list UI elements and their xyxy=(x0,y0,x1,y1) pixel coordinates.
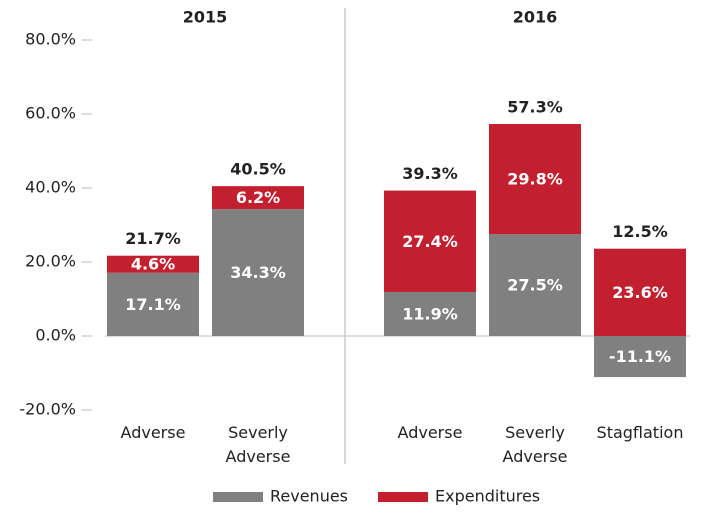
y-tick-label: 20.0% xyxy=(25,252,76,271)
x-tick-word: Adverse xyxy=(398,423,463,442)
value-label: 11.9% xyxy=(402,304,458,323)
total-label: 21.7% xyxy=(125,229,181,248)
bar-segment xyxy=(107,255,199,273)
value-label: 4.6% xyxy=(131,255,175,274)
value-label: 6.2% xyxy=(236,188,280,207)
value-label: 17.1% xyxy=(125,295,181,314)
y-tick-label: -20.0% xyxy=(19,400,76,419)
x-tick-label: Adverse xyxy=(398,423,463,442)
group-label: 2016 xyxy=(513,8,558,27)
value-label: 29.8% xyxy=(507,170,563,189)
value-label: 27.4% xyxy=(402,232,458,251)
y-tick-label: 80.0% xyxy=(25,30,76,49)
bar-segment xyxy=(212,186,304,210)
x-tick-word: Severly xyxy=(228,423,288,442)
value-label: -11.1% xyxy=(609,347,671,366)
x-tick-word: Adverse xyxy=(503,447,568,466)
bar-segment xyxy=(489,234,581,336)
bar-segment xyxy=(594,336,686,378)
value-label: 23.6% xyxy=(612,283,668,302)
legend-swatch xyxy=(213,492,263,502)
total-label: 57.3% xyxy=(507,97,563,116)
total-label: 40.5% xyxy=(230,160,286,179)
group-label: 2015 xyxy=(183,8,228,27)
x-tick-label: Stagflation xyxy=(597,423,684,442)
x-tick-label: Adverse xyxy=(121,423,186,442)
bar-segment xyxy=(489,123,581,235)
x-tick-word: Severly xyxy=(505,423,565,442)
bar-segment xyxy=(384,291,476,336)
y-tick-label: 0.0% xyxy=(35,326,76,345)
legend-swatch xyxy=(378,492,428,502)
value-label: 34.3% xyxy=(230,263,286,282)
total-label: 12.5% xyxy=(612,222,668,241)
x-tick-word: Adverse xyxy=(121,423,186,442)
legend-label: Revenues xyxy=(270,487,348,506)
x-tick-label: Severly Adverse xyxy=(503,423,568,466)
value-label: 27.5% xyxy=(507,276,563,295)
total-label: 39.3% xyxy=(402,164,458,183)
y-tick-label: 60.0% xyxy=(25,104,76,123)
bar-segment xyxy=(384,190,476,292)
legend-label: Expenditures xyxy=(435,487,540,506)
bar-segment xyxy=(107,272,199,336)
x-tick-label: Severly Adverse xyxy=(226,423,291,466)
bar-segment xyxy=(212,209,304,336)
x-tick-word: Stagflation xyxy=(597,423,684,442)
y-tick-label: 40.0% xyxy=(25,178,76,197)
x-tick-word: Adverse xyxy=(226,447,291,466)
bar-segment xyxy=(594,248,686,336)
